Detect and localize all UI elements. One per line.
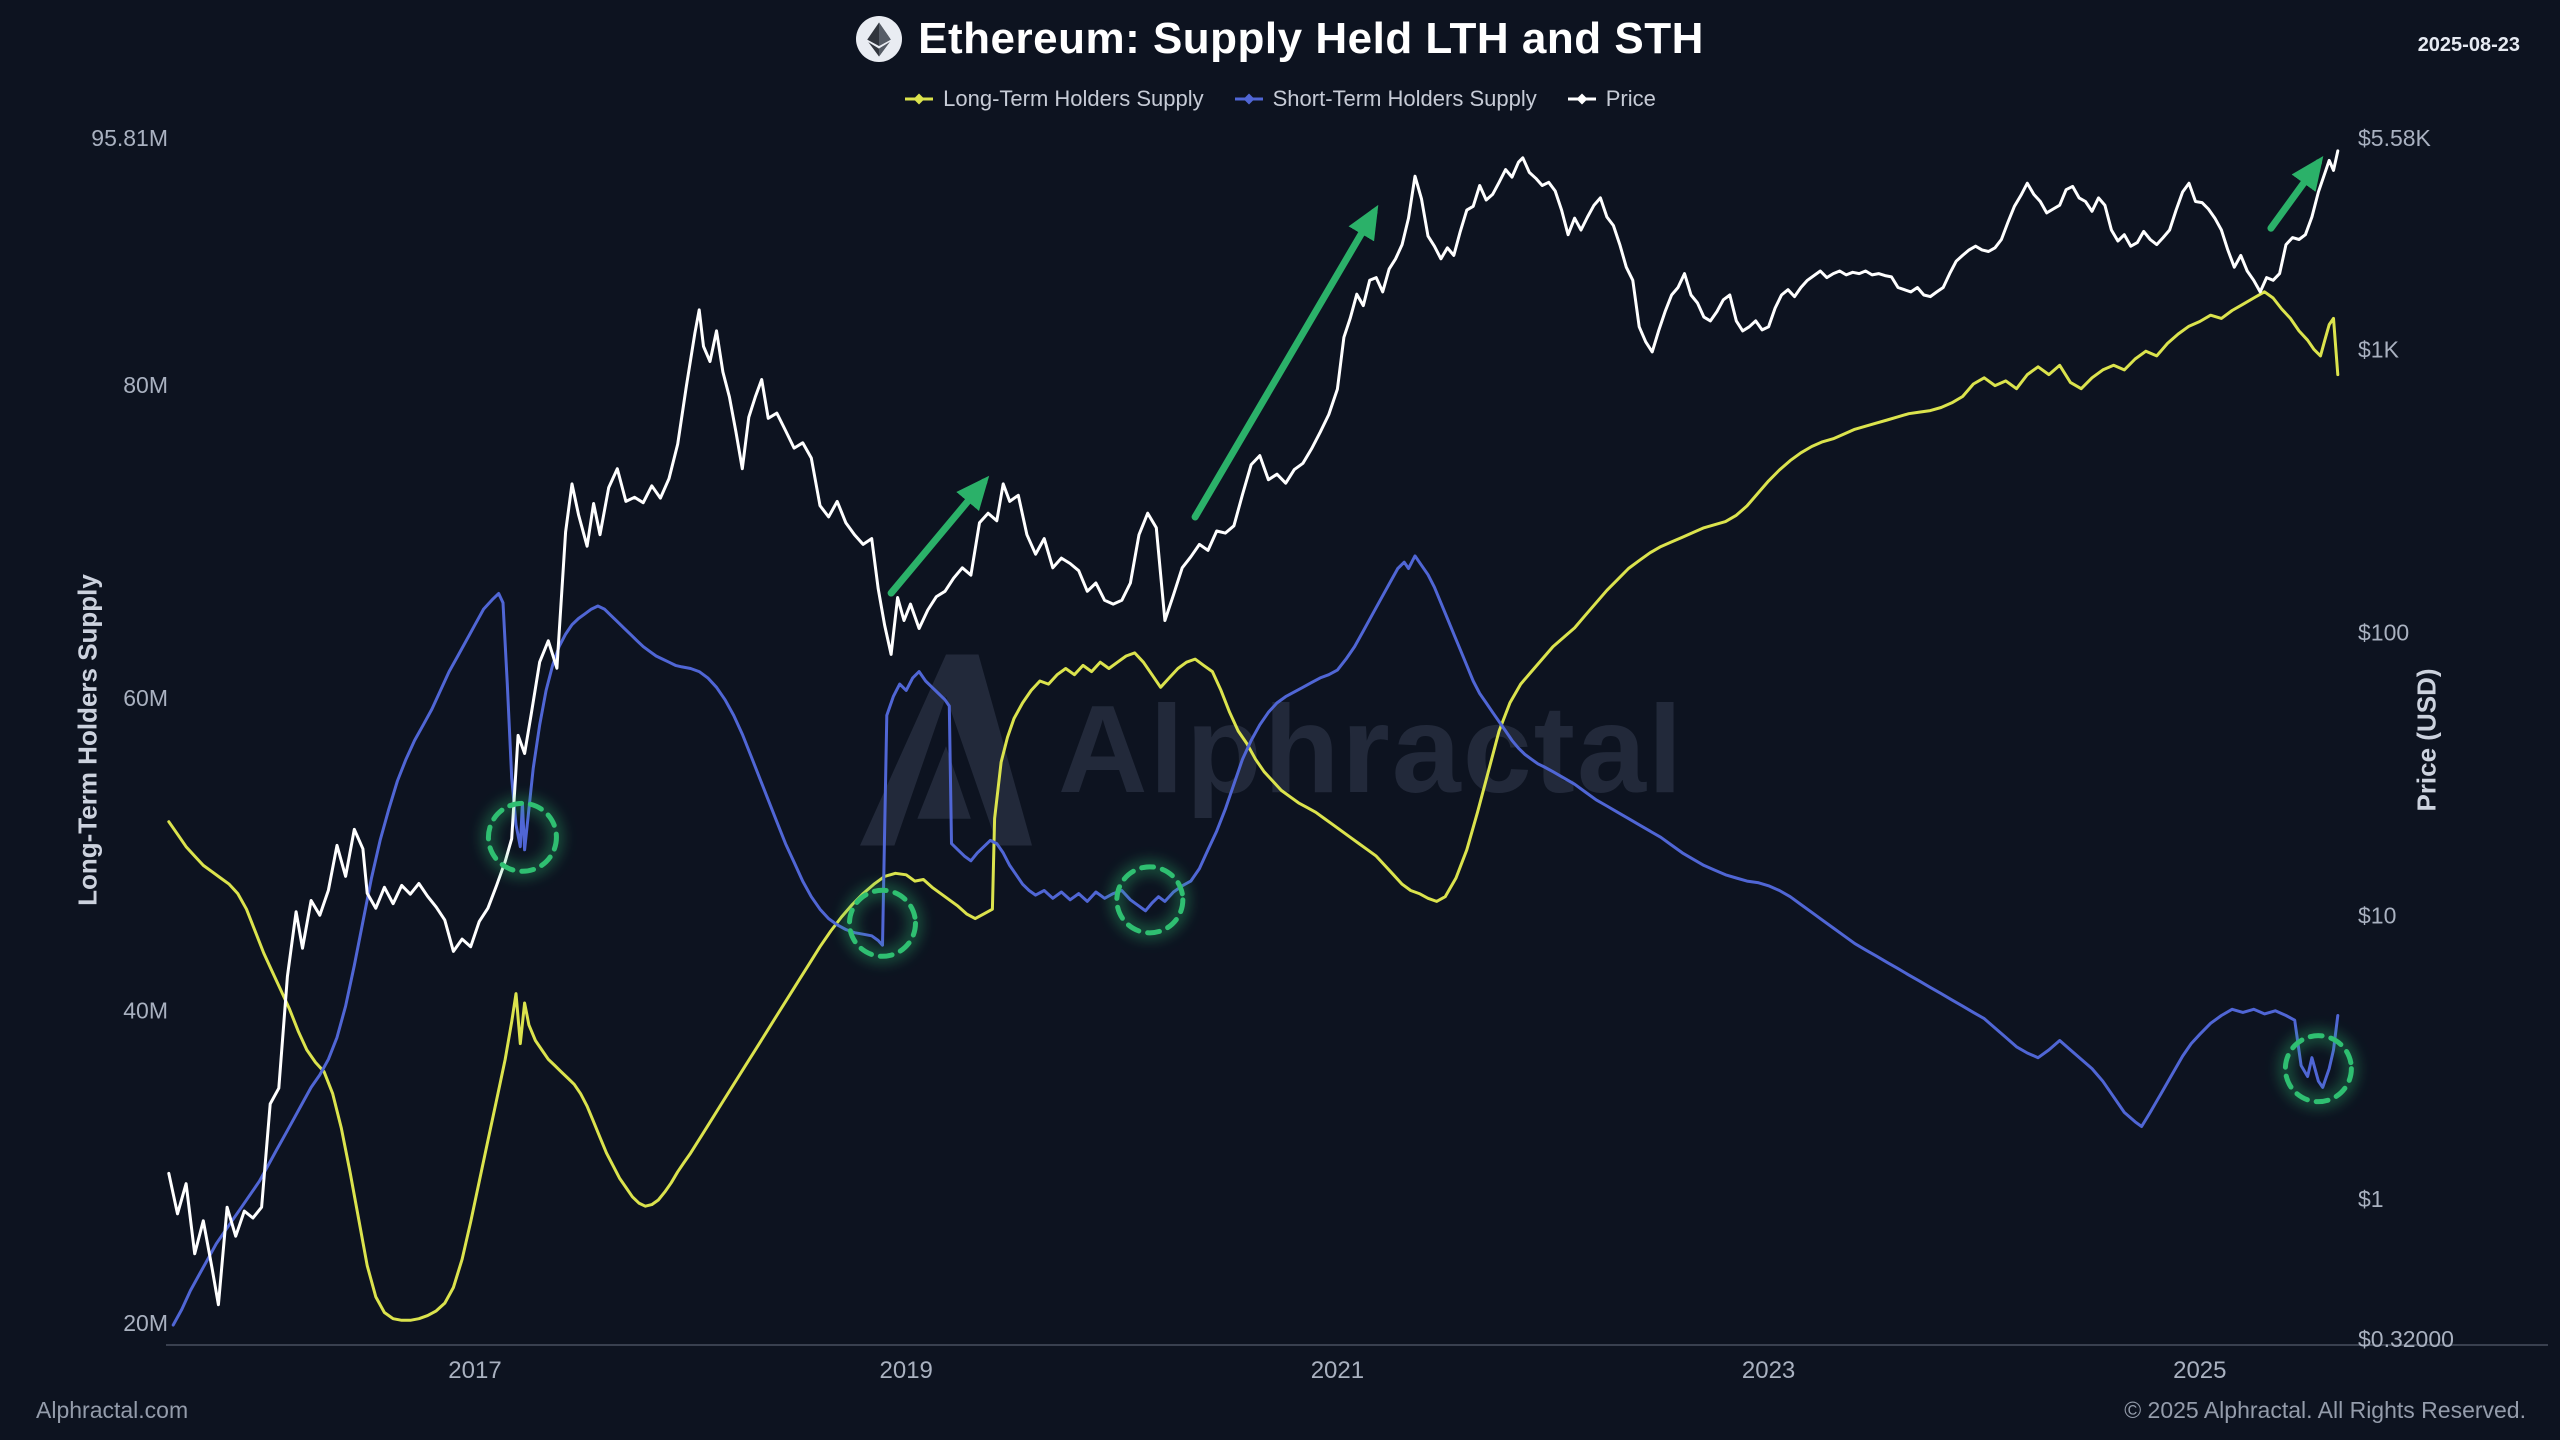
legend-item-sth-supply[interactable]: Short-Term Holders Supply (1234, 86, 1537, 112)
right-axis-tick: $1K (2358, 336, 2400, 362)
axes-layer: 95.81M 80M 60M 40M 20M $5.58K $1K $100 $10 $1 $0.3… (91, 125, 2548, 1384)
legend-label-price: Price (1605, 86, 1656, 111)
series-layer (167, 149, 2340, 1327)
left-axis-tick: 60M (123, 685, 168, 711)
left-axis-tick: 80M (123, 372, 168, 398)
right-axis-tick: $1 (2358, 1186, 2384, 1212)
left-axis-tick: 40M (123, 997, 168, 1023)
alphractal-logo-icon (860, 654, 1032, 846)
watermark-text: Alphractal (1058, 681, 1685, 819)
watermark: Alphractal (860, 652, 1684, 848)
growth-arrow-3 (2267, 155, 2324, 232)
right-axis-tick: $0.32000 (2358, 1326, 2454, 1352)
page-title: Ethereum: Supply Held LTH and STH (918, 14, 1704, 63)
footer-copyright: © 2025 Alphractal. All Rights Reserved. (2124, 1397, 2526, 1423)
x-axis-tick: 2019 (880, 1357, 933, 1384)
growth-arrow-2 (1191, 204, 1379, 521)
chart-date: 2025-08-23 (2417, 34, 2520, 56)
legend: Long-Term Holders Supply Short-Term Hold… (0, 86, 2560, 112)
growth-arrow-1 (887, 475, 990, 597)
left-axis-title: Long-Term Holders Supply (72, 574, 103, 906)
header: Ethereum: Supply Held LTH and STH (0, 14, 2560, 64)
highlight-circle-2 (846, 887, 918, 959)
short-term-holders-supply-line (171, 554, 2340, 1327)
x-axis-tick: 2023 (1742, 1357, 1795, 1384)
lth-legend-marker-icon (905, 93, 934, 105)
right-axis-tick: $5.58K (2358, 125, 2432, 151)
x-axis-tick: 2025 (2173, 1357, 2226, 1384)
right-axis-tick: $10 (2358, 903, 2396, 929)
price-legend-marker-icon (1567, 93, 1596, 105)
x-axis-tick: 2017 (448, 1357, 501, 1384)
right-axis-title: Price (USD) (2411, 668, 2442, 812)
annotations-layer (482, 155, 2358, 1108)
highlight-circle-4 (2282, 1033, 2354, 1105)
highlight-circle-3 (1114, 864, 1186, 936)
legend-label-sth: Short-Term Holders Supply (1272, 86, 1537, 111)
left-axis-tick: 95.81M (91, 125, 168, 151)
price-line (167, 149, 2340, 1307)
legend-item-price[interactable]: Price (1567, 86, 1656, 112)
sth-legend-marker-icon (1234, 93, 1263, 105)
highlight-circle-1 (485, 800, 559, 874)
x-axis-tick: 2021 (1311, 1357, 1364, 1384)
footer-site-link[interactable]: Alphractal.com (36, 1397, 189, 1423)
legend-label-lth: Long-Term Holders Supply (943, 86, 1204, 111)
long-term-holders-supply-line (167, 290, 2340, 1322)
right-axis-tick: $100 (2358, 620, 2409, 646)
left-axis-tick: 20M (123, 1310, 168, 1336)
legend-item-lth-supply[interactable]: Long-Term Holders Supply (904, 86, 1204, 112)
ethereum-logo-icon (856, 16, 903, 62)
